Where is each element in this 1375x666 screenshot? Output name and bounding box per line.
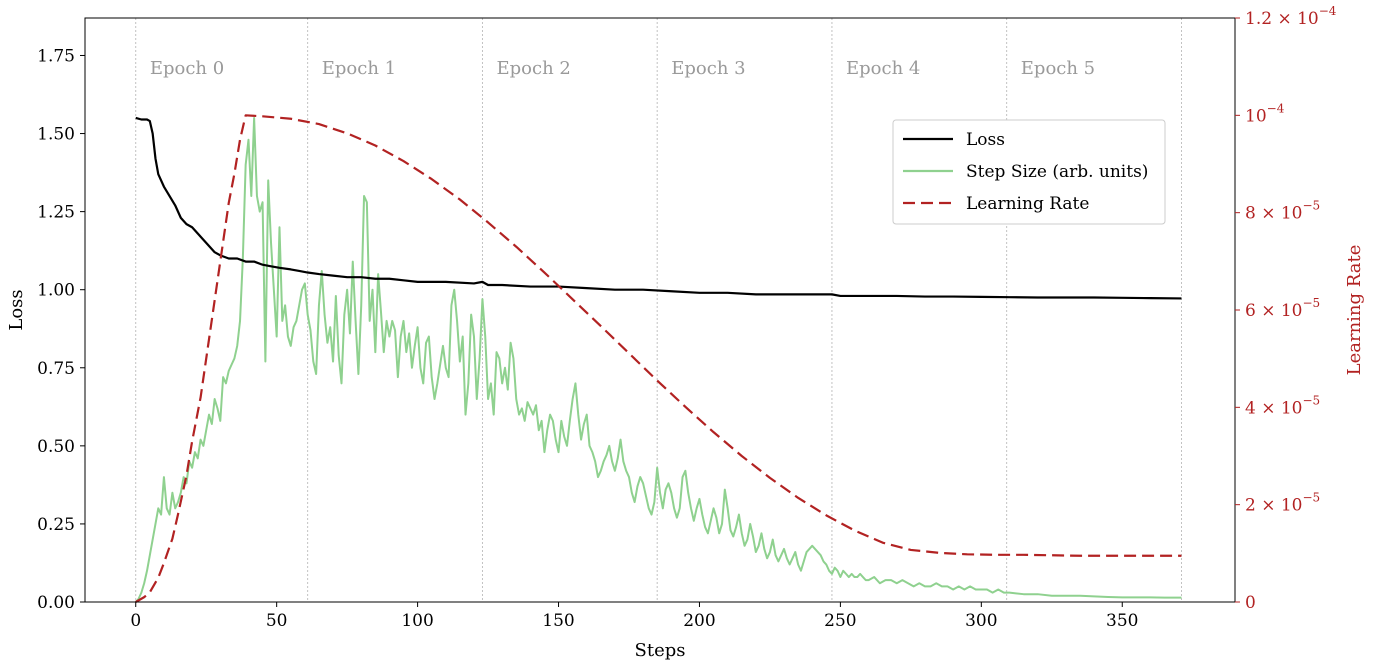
x-tick-label: 350 (1106, 611, 1138, 631)
series-learning-rate-line (135, 114, 1182, 603)
y2-tick-label: 1.2 × 10−4 (1245, 4, 1337, 29)
y-axis-right: 02 × 10−54 × 10−56 × 10−58 × 10−510−41.2… (1235, 4, 1337, 613)
epoch-label: Epoch 5 (1021, 58, 1095, 79)
y2-tick-mantissa: 4 × 10 (1245, 398, 1303, 418)
x-tick-label: 100 (401, 611, 433, 631)
y-tick-label: 0.00 (37, 593, 75, 613)
y-tick-label: 1.00 (37, 281, 75, 301)
x-axis: 0 50 100 150 200 250 300 350 (130, 602, 1138, 631)
series-layer (134, 114, 1182, 603)
legend-loss-label: Loss (966, 130, 1005, 150)
series-step-size-arb-units-line (134, 116, 1182, 603)
legend-learning-rate-label: Learning Rate (966, 194, 1089, 214)
epoch-label: Epoch 2 (497, 58, 571, 79)
y2-axis-title: Learning Rate (1344, 245, 1365, 376)
y2-tick-mantissa: 0 (1245, 593, 1256, 613)
y-tick-label: 0.25 (37, 515, 75, 535)
plot-frame (84, 17, 1236, 603)
y2-tick-mantissa: 10 (1245, 106, 1267, 126)
y2-tick-mantissa: 2 × 10 (1245, 496, 1303, 516)
epoch-boundaries (135, 18, 1182, 602)
y-tick-label: 1.25 (37, 203, 75, 223)
x-tick-label: 50 (266, 611, 288, 631)
legend: Loss Step Size (arb. units) Learning Rat… (892, 119, 1166, 225)
y2-tick-label: 8 × 10−5 (1245, 199, 1320, 224)
y2-tick-mantissa: 8 × 10 (1245, 204, 1303, 224)
y-tick-label: 1.75 (37, 46, 75, 66)
epoch-label: Epoch 3 (671, 58, 745, 79)
x-tick-label: 250 (824, 611, 856, 631)
epoch-label: Epoch 1 (322, 58, 396, 79)
y2-tick-exponent: −5 (1303, 393, 1321, 407)
y-tick-label: 0.75 (37, 359, 75, 379)
x-tick-label: 200 (683, 611, 715, 631)
y-tick-label: 0.50 (37, 437, 75, 457)
y2-tick-exponent: −4 (1267, 101, 1285, 115)
series-loss-line (135, 116, 1182, 300)
legend-frame (892, 119, 1166, 225)
x-tick-label: 300 (965, 611, 997, 631)
y2-tick-mantissa: 1.2 × 10 (1245, 9, 1319, 29)
y2-tick-label: 10−4 (1245, 101, 1285, 126)
epoch-label: Epoch 4 (846, 58, 920, 79)
epoch-label: Epoch 0 (150, 58, 224, 79)
x-tick-label: 150 (542, 611, 574, 631)
y-axis-left: 0.00 0.25 0.50 0.75 1.00 1.25 1.50 1.75 (37, 46, 85, 613)
legend-step-size-label: Step Size (arb. units) (966, 162, 1148, 182)
y2-tick-label: 0 (1245, 593, 1256, 613)
epoch-labels: Epoch 0 Epoch 1 Epoch 2 Epoch 3 Epoch 4 Epoch… (150, 58, 1095, 79)
x-axis-title: Steps (635, 640, 686, 661)
y2-tick-exponent: −5 (1303, 491, 1321, 505)
y2-tick-label: 2 × 10−5 (1245, 491, 1320, 516)
y2-tick-exponent: −5 (1303, 296, 1321, 310)
y-axis-title: Loss (6, 289, 27, 330)
y2-tick-exponent: −4 (1319, 4, 1337, 18)
y2-tick-mantissa: 6 × 10 (1245, 301, 1303, 321)
y-tick-label: 1.50 (37, 125, 75, 145)
x-tick-label: 0 (130, 611, 141, 631)
y2-tick-label: 4 × 10−5 (1245, 393, 1320, 418)
y2-tick-exponent: −5 (1303, 199, 1321, 213)
y2-tick-label: 6 × 10−5 (1245, 296, 1320, 321)
